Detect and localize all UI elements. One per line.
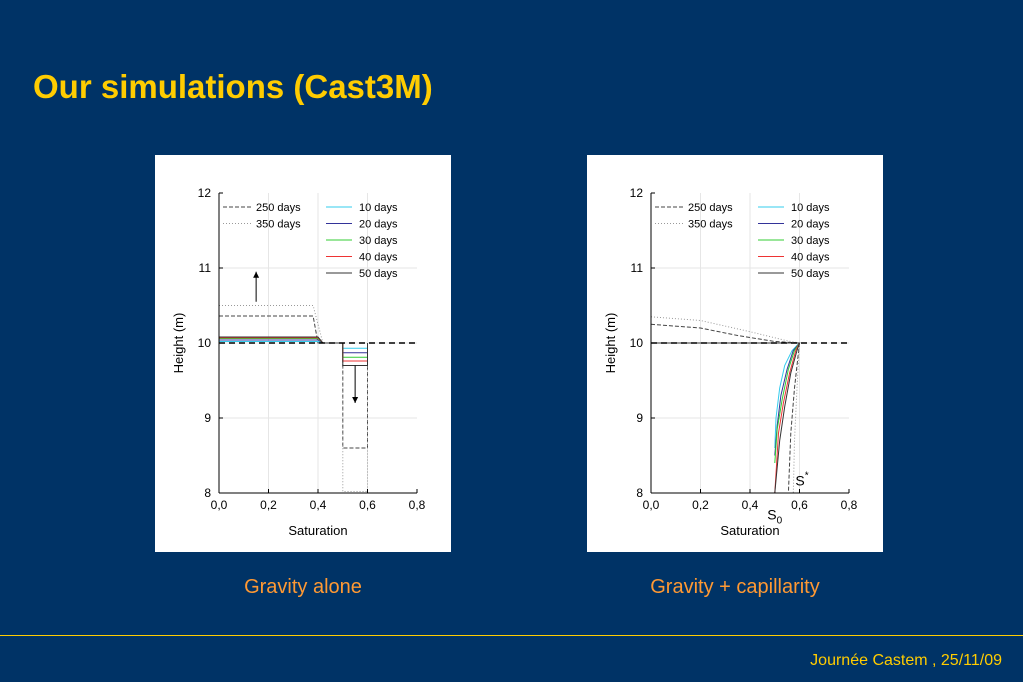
footer-divider [0,635,1023,636]
y-tick-label: 9 [204,411,211,425]
chart-panel-capillarity: 0,0 0,2 0,4 0,6 0,8 8 9 10 11 12 Saturation Height … [587,155,883,552]
series-line-30-days [651,342,801,464]
chart-panel-gravity: 0,0 0,2 0,4 0,6 0,8 8 9 10 11 12 Saturation Height … [155,155,451,552]
y-tick-label: 9 [636,411,643,425]
x-tick-label: 0,0 [211,498,228,512]
y-tick-label: 11 [631,261,644,275]
x-tick-label: 0,8 [841,498,858,512]
series-line-50-days [651,342,801,493]
legend-label: 30 days [791,235,830,247]
x-tick-label: 0,6 [791,498,808,512]
series-line-250-days [219,315,368,449]
y-axis-title: Height (m) [171,313,186,374]
legend-label: 20 days [359,219,398,231]
x-tick-label: 0,4 [742,498,759,512]
footer-text: Journée Castem , 25/11/09 [810,652,1002,669]
series-line-250-days [651,323,801,493]
series-line-350-days [651,316,801,493]
annotation-superscript: * [805,471,809,482]
y-tick-label: 12 [630,186,644,200]
arrow-head [253,271,260,278]
legend-label: 250 days [688,202,733,214]
legend-label: 350 days [688,219,733,231]
x-tick-label: 0,4 [310,498,327,512]
legend-label: 20 days [791,219,830,231]
legend-label: 250 days [256,202,301,214]
legend-label: 40 days [359,252,398,264]
legend-label: 50 days [359,268,398,280]
y-axis-title: Height (m) [603,313,618,374]
y-tick-label: 12 [198,186,212,200]
y-tick-label: 8 [636,486,643,500]
y-tick-label: 8 [204,486,211,500]
slide-title: Our simulations (Cast3M) [33,68,433,105]
legend-label: 40 days [791,252,830,264]
series-line-350-days [219,305,368,492]
x-tick-label: 0,2 [260,498,277,512]
x-tick-label: 0,0 [643,498,660,512]
series-line-20-days [651,342,801,456]
y-tick-label: 11 [199,261,212,275]
y-tick-label: 10 [198,336,212,350]
legend-label: 50 days [791,268,830,280]
x-tick-label: 0,2 [692,498,709,512]
legend-label: 10 days [791,202,830,214]
chart-gravity-alone: 0,0 0,2 0,4 0,6 0,8 8 9 10 11 12 Saturation Height … [171,186,426,538]
chart-gravity-capillarity: 0,0 0,2 0,4 0,6 0,8 8 9 10 11 12 Saturation Height … [603,186,858,538]
caption-gravity-alone: Gravity alone [244,576,362,598]
annotation-subscript: 0 [777,515,783,526]
x-axis-title: Saturation [288,523,347,538]
y-tick-label: 10 [630,336,644,350]
x-tick-label: 0,6 [359,498,376,512]
caption-gravity-capillarity: Gravity + capillarity [650,576,820,598]
legend-label: 30 days [359,235,398,247]
x-tick-label: 0,8 [409,498,426,512]
x-axis-title: Saturation [720,523,779,538]
legend-label: 350 days [256,219,301,231]
arrow-head [352,397,359,403]
annotation-label: S* [795,471,808,489]
legend-label: 10 days [359,202,398,214]
